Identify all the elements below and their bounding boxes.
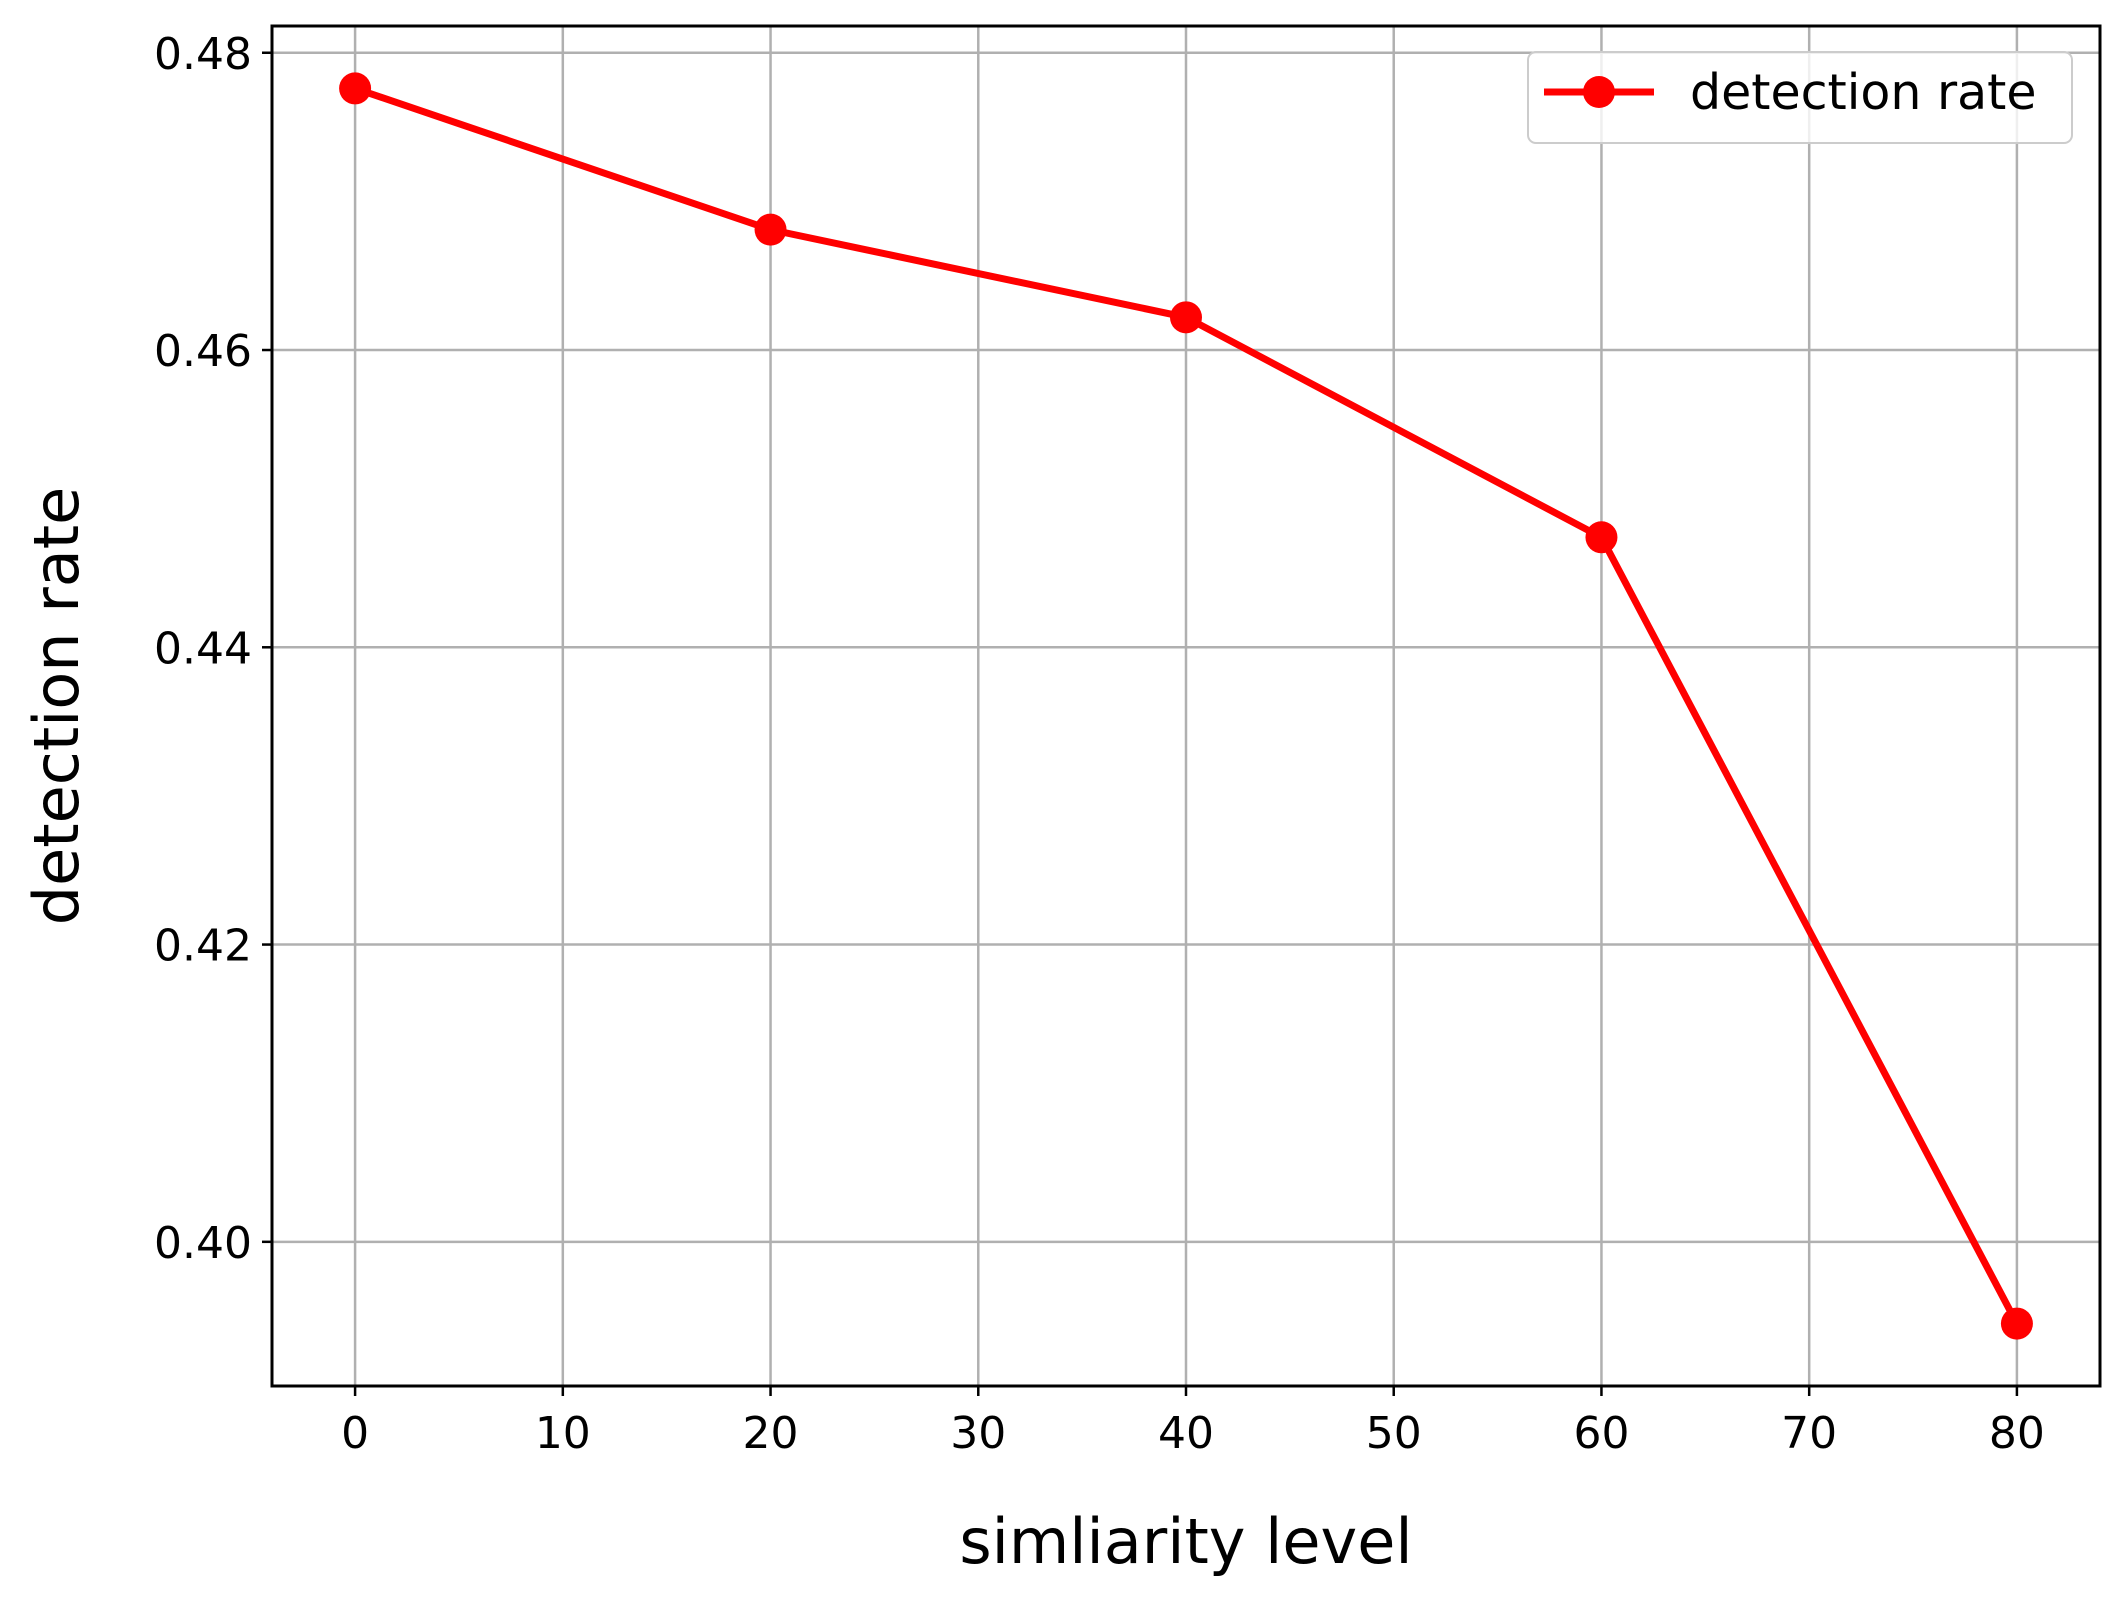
grid-lines <box>272 26 2100 1386</box>
y-tick-label: 0.44 <box>154 623 252 674</box>
legend-marker <box>1583 76 1615 108</box>
data-point <box>2000 1307 2033 1340</box>
y-tick-label: 0.46 <box>154 326 252 377</box>
x-tick-label: 30 <box>950 1408 1006 1459</box>
plot-frame <box>270 24 2102 1388</box>
x-axis-title: simliarity level <box>959 1505 1412 1578</box>
legend-label: detection rate <box>1690 64 2037 121</box>
y-axis-title: detection rate <box>20 487 93 925</box>
x-tick-label: 40 <box>1158 1408 1214 1459</box>
y-tick-label: 0.48 <box>154 29 252 80</box>
data-point <box>339 72 372 105</box>
x-tick-label: 50 <box>1366 1408 1422 1459</box>
x-tick-label: 20 <box>743 1408 799 1459</box>
data-point <box>1170 301 1202 334</box>
x-tick-label: 60 <box>1573 1408 1629 1459</box>
data-point <box>1585 521 1618 554</box>
x-axis-ticks: 0 10 20 30 40 50 60 70 80 <box>341 1386 2045 1459</box>
series-layer <box>339 72 2033 1340</box>
x-tick-label: 70 <box>1781 1408 1837 1459</box>
y-tick-label: 0.40 <box>154 1218 252 1269</box>
x-tick-label: 80 <box>1989 1408 2045 1459</box>
y-tick-label: 0.42 <box>154 921 252 972</box>
x-tick-label: 10 <box>535 1408 591 1459</box>
legend-box <box>1527 51 2073 144</box>
y-axis-ticks: 0.40 0.42 0.44 0.46 0.48 <box>154 29 272 1269</box>
legend: detection rate <box>1527 51 2073 144</box>
data-point <box>754 213 787 246</box>
x-tick-label: 0 <box>341 1408 369 1459</box>
